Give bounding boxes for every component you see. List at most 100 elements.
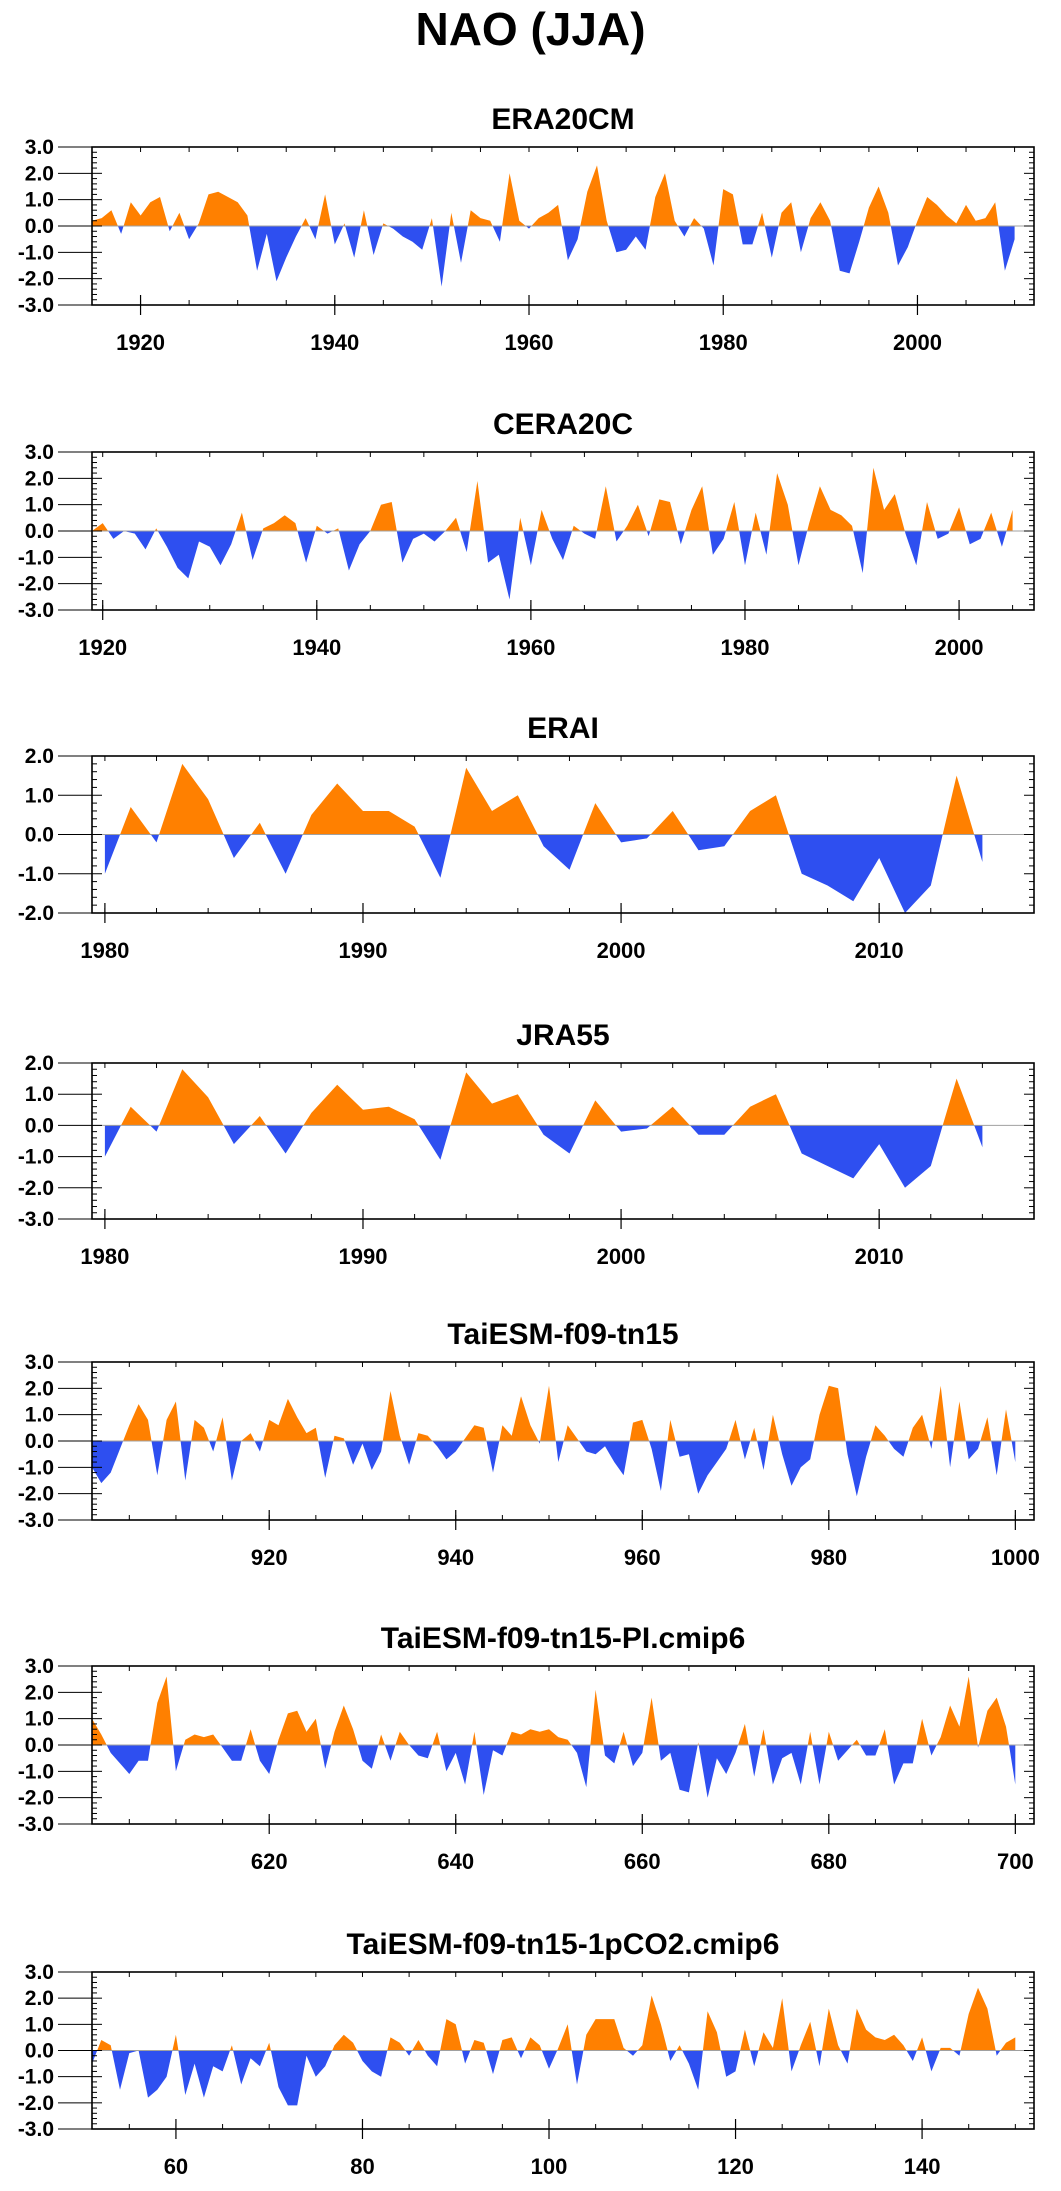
panel-title: TaiESM-f09-tn15-1pCO2.cmip6 bbox=[347, 1928, 780, 1961]
figure-title: NAO (JJA) bbox=[415, 3, 646, 55]
y-tick-label: 1.0 bbox=[25, 784, 54, 807]
panel-title: TaiESM-f09-tn15 bbox=[447, 1318, 678, 1351]
x-tick-label: 1990 bbox=[339, 1244, 388, 1269]
x-tick-label: 1980 bbox=[699, 330, 748, 355]
y-tick-label: -2.0 bbox=[18, 1483, 54, 1506]
y-tick-label: 2.0 bbox=[25, 1052, 54, 1075]
positive-area bbox=[92, 1676, 1016, 1745]
y-tick-label: -2.0 bbox=[18, 268, 54, 291]
x-tick-label: 2010 bbox=[855, 1244, 904, 1269]
x-tick-label: 1980 bbox=[80, 938, 129, 963]
chart-panel: JRA55 2.0 1.0 0.0 -1.0 -2.0 -3.0 1980 1990 2000 20… bbox=[18, 1019, 1035, 1269]
y-tick-label: -2.0 bbox=[18, 1177, 54, 1200]
x-tick-label: 1960 bbox=[505, 330, 554, 355]
y-tick-label: -2.0 bbox=[18, 902, 54, 925]
y-tick-label: -1.0 bbox=[18, 1456, 54, 1479]
x-tick-label: 680 bbox=[810, 1849, 847, 1874]
y-tick-label: 3.0 bbox=[25, 136, 54, 159]
x-tick-label: 1940 bbox=[292, 635, 341, 660]
y-tick-label: -3.0 bbox=[18, 294, 54, 317]
y-tick-label: 3.0 bbox=[25, 1655, 54, 1678]
negative-area bbox=[92, 2050, 1006, 2106]
y-tick-label: 2.0 bbox=[25, 1987, 54, 2010]
y-tick-label: 0.0 bbox=[25, 1430, 54, 1453]
y-tick-label: 1.0 bbox=[25, 1404, 54, 1427]
x-tick-label: 1980 bbox=[80, 1244, 129, 1269]
positive-area bbox=[92, 467, 1013, 531]
x-tick-label: 100 bbox=[531, 2154, 568, 2179]
y-tick-label: -3.0 bbox=[18, 1813, 54, 1836]
x-tick-label: 2000 bbox=[597, 938, 646, 963]
y-tick-label: 0.0 bbox=[25, 520, 54, 543]
panel-title: ERA20CM bbox=[491, 103, 634, 136]
y-tick-label: 3.0 bbox=[25, 1351, 54, 1374]
y-tick-label: -2.0 bbox=[18, 1787, 54, 1810]
x-tick-label: 660 bbox=[624, 1849, 661, 1874]
x-tick-label: 1000 bbox=[991, 1545, 1040, 1570]
y-tick-label: -1.0 bbox=[18, 546, 54, 569]
chart-panel: TaiESM-f09-tn15-1pCO2.cmip6 3.0 2.0 1.0 0.0 -… bbox=[18, 1928, 1035, 2179]
y-tick-label: -1.0 bbox=[18, 863, 54, 886]
y-tick-label: -1.0 bbox=[18, 241, 54, 264]
y-tick-label: -2.0 bbox=[18, 2092, 54, 2115]
x-tick-label: 920 bbox=[251, 1545, 288, 1570]
positive-area bbox=[120, 763, 983, 835]
y-tick-label: 0.0 bbox=[25, 2040, 54, 2063]
positive-area bbox=[97, 1987, 1016, 2051]
chart-panel: ERAI 2.0 1.0 0.0 -1.0 -2.0 1980 1990 2000 2010 bbox=[18, 712, 1035, 963]
plot-frame bbox=[91, 1062, 1035, 1220]
y-tick-label: 1.0 bbox=[25, 189, 54, 212]
y-tick-label: 1.0 bbox=[25, 2013, 54, 2036]
x-tick-label: 1990 bbox=[339, 938, 388, 963]
x-tick-label: 620 bbox=[251, 1849, 288, 1874]
negative-area bbox=[92, 531, 1013, 600]
x-tick-label: 980 bbox=[810, 1545, 847, 1570]
y-tick-label: -1.0 bbox=[18, 2066, 54, 2089]
x-tick-label: 960 bbox=[624, 1545, 661, 1570]
y-tick-label: -2.0 bbox=[18, 573, 54, 596]
negative-area bbox=[117, 226, 1015, 287]
x-tick-label: 940 bbox=[437, 1545, 474, 1570]
y-tick-label: 2.0 bbox=[25, 1681, 54, 1704]
y-tick-label: -3.0 bbox=[18, 2118, 54, 2141]
chart-panel: CERA20C 3.0 2.0 1.0 0.0 -1.0 -2.0 -3.0 1920 1940 1… bbox=[18, 408, 1035, 660]
chart-panel: TaiESM-f09-tn15 3.0 2.0 1.0 0.0 -1.0 -2.0 -3.0 9… bbox=[18, 1318, 1040, 1570]
x-tick-label: 2000 bbox=[597, 1244, 646, 1269]
positive-area bbox=[123, 1385, 1016, 1441]
x-tick-label: 2000 bbox=[935, 635, 984, 660]
negative-area bbox=[92, 1441, 1016, 1497]
y-tick-label: -3.0 bbox=[18, 1509, 54, 1532]
y-tick-label: 1.0 bbox=[25, 1708, 54, 1731]
x-tick-label: 140 bbox=[904, 2154, 941, 2179]
x-tick-label: 1920 bbox=[116, 330, 165, 355]
panel-title: ERAI bbox=[527, 712, 599, 745]
x-tick-label: 1960 bbox=[506, 635, 555, 660]
y-tick-label: 3.0 bbox=[25, 441, 54, 464]
negative-area bbox=[106, 1745, 1016, 1798]
x-tick-label: 120 bbox=[717, 2154, 754, 2179]
y-tick-label: 2.0 bbox=[25, 1377, 54, 1400]
x-tick-label: 1920 bbox=[78, 635, 127, 660]
panel-title: CERA20C bbox=[493, 408, 633, 441]
x-tick-label: 1940 bbox=[310, 330, 359, 355]
y-tick-label: 2.0 bbox=[25, 745, 54, 768]
x-tick-label: 640 bbox=[437, 1849, 474, 1874]
y-tick-label: 1.0 bbox=[25, 1083, 54, 1106]
positive-area bbox=[92, 165, 1005, 226]
y-tick-label: 2.0 bbox=[25, 467, 54, 490]
panel-title: JRA55 bbox=[516, 1019, 609, 1052]
y-tick-label: 0.0 bbox=[25, 824, 54, 847]
panel-title: TaiESM-f09-tn15-PI.cmip6 bbox=[381, 1622, 746, 1655]
x-tick-label: 80 bbox=[350, 2154, 374, 2179]
negative-area bbox=[104, 834, 983, 913]
y-tick-label: -1.0 bbox=[18, 1760, 54, 1783]
negative-area bbox=[104, 1125, 983, 1188]
x-tick-label: 2000 bbox=[893, 330, 942, 355]
y-tick-label: -3.0 bbox=[18, 599, 54, 622]
x-tick-label: 1980 bbox=[721, 635, 770, 660]
y-tick-label: 0.0 bbox=[25, 215, 54, 238]
y-tick-label: -3.0 bbox=[18, 1208, 54, 1231]
y-tick-label: 2.0 bbox=[25, 162, 54, 185]
chart-panel: ERA20CM 3.0 2.0 1.0 0.0 -1.0 -2.0 -3.0 1920 1940 1… bbox=[18, 103, 1035, 355]
